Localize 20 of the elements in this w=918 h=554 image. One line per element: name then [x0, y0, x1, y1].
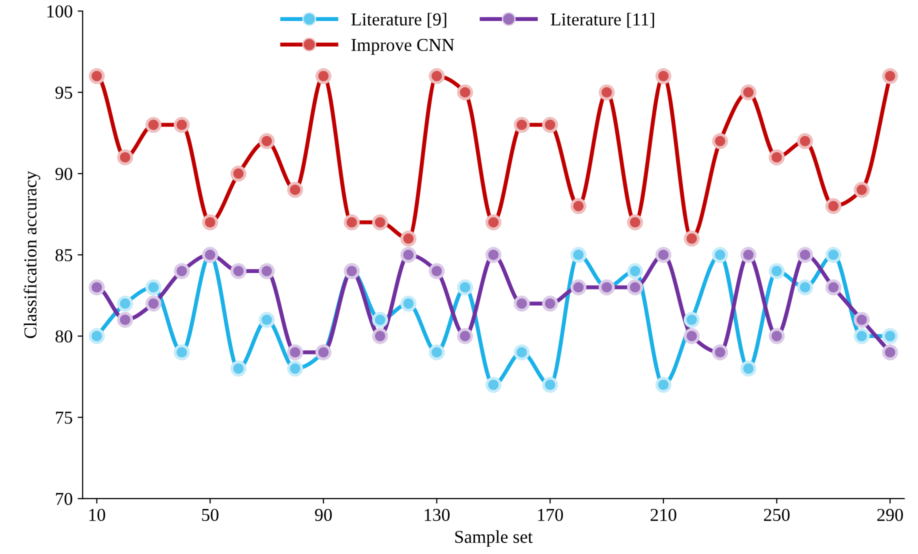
legend-label: Improve CNN — [351, 38, 454, 55]
x-tick-label: 170 — [538, 508, 563, 522]
y-tick-label: 90 — [55, 168, 72, 180]
y-tick-label: 75 — [56, 412, 72, 424]
x-tick-label: 290 — [877, 508, 903, 522]
y-tick-label: 95 — [55, 86, 72, 99]
y-axis-title: Classification accuracy — [24, 170, 40, 338]
x-tick-label: 10 — [89, 508, 106, 522]
x-tick-label: 130 — [424, 508, 450, 522]
x-tick-label: 210 — [650, 508, 676, 522]
legend-label: Literature [11] — [550, 12, 654, 28]
x-tick-label: 90 — [314, 508, 332, 522]
y-tick-label: 100 — [47, 5, 72, 18]
y-tick-label: 85 — [56, 249, 72, 262]
x-tick-label: 250 — [764, 508, 790, 522]
legend-label: Literature [9] — [351, 12, 446, 28]
x-tick-label: 50 — [202, 508, 218, 522]
y-tick-label: 80 — [56, 330, 72, 343]
x-axis-title: Sample set — [455, 530, 533, 547]
y-tick-label: 70 — [56, 492, 72, 506]
